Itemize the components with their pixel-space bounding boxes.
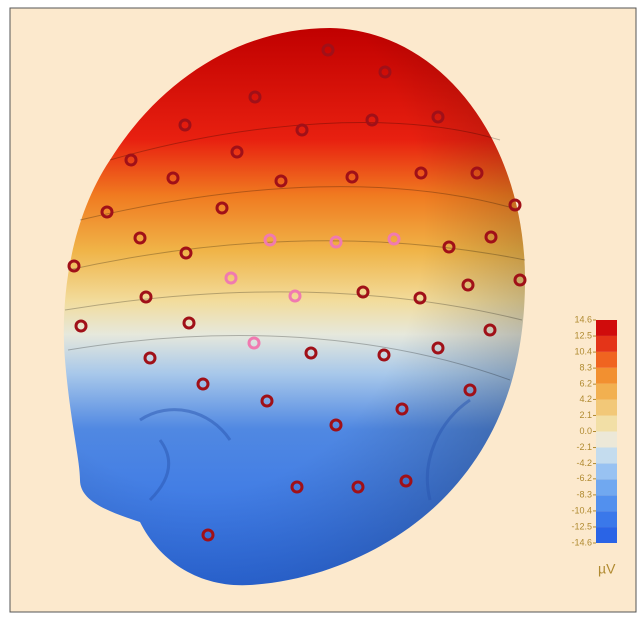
colorbar-band [596,432,617,448]
colorbar-tick-label: 6.2 [579,379,592,389]
colorbar-band [596,495,617,511]
colorbar-band [596,463,617,479]
colorbar-tick-label: -8.3 [576,489,592,499]
colorbar-band [596,447,617,463]
colorbar-band [596,384,617,400]
colorbar-tick-label: -14.6 [571,537,592,547]
colorbar-tick-label: 14.6 [574,314,592,324]
colorbar-tick-label: -10.4 [571,505,592,515]
colorbar-tick-label: -6.2 [576,473,592,483]
colorbar-band [596,368,617,384]
colorbar-tick-label: 2.1 [579,410,592,420]
colorbar-band [596,400,617,416]
colorbar-band [596,416,617,432]
page: 14.6 12.5 10.4 8.3 6.2 4.2 2.1 0.0 -2.1 -4.2 -6.2 -… [0,0,644,623]
colorbar-band [596,527,617,543]
colorbar-band [596,511,617,527]
colorbar-tick-label: -12.5 [571,521,592,531]
colorbar-band [596,479,617,495]
colorbar-tick-label: 0.0 [579,426,592,436]
colorbar-tick-label: 8.3 [579,362,592,372]
chart: 14.6 12.5 10.4 8.3 6.2 4.2 2.1 0.0 -2.1 -4.2 -6.2 -… [0,0,644,618]
colorbar-tick-label: 12.5 [574,330,592,340]
colorbar-band [596,320,617,336]
colorbar-tick-label: -2.1 [576,442,592,452]
colorbar-unit: µV [598,561,616,577]
colorbar-band [596,352,617,368]
colorbar-tick-label: 10.4 [574,346,592,356]
colorbar-tick-label: -4.2 [576,458,592,468]
colorbar-band [596,336,617,352]
colorbar-tick-label: 4.2 [579,394,592,404]
